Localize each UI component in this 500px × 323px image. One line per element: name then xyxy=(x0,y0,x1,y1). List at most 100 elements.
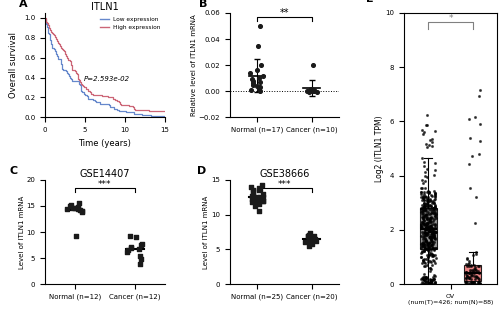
Point xyxy=(259,199,267,204)
Point xyxy=(420,201,428,206)
Point xyxy=(428,241,436,246)
Point xyxy=(432,245,440,250)
Point xyxy=(420,278,428,283)
Point xyxy=(426,216,434,221)
Point xyxy=(428,239,436,245)
Point xyxy=(424,282,432,287)
Point xyxy=(428,242,436,247)
Point xyxy=(420,225,428,231)
Point xyxy=(430,240,438,245)
Point xyxy=(306,87,314,92)
Point xyxy=(422,212,430,217)
Point xyxy=(423,252,431,257)
Text: **: ** xyxy=(280,7,289,17)
Point xyxy=(425,241,433,246)
Point xyxy=(419,195,427,201)
Point xyxy=(422,231,430,236)
Point xyxy=(429,222,437,227)
Point xyxy=(422,174,430,179)
Point xyxy=(426,138,434,143)
Point xyxy=(72,205,80,210)
Y-axis label: Level of ITLN1 mRNA: Level of ITLN1 mRNA xyxy=(19,195,25,269)
Point xyxy=(252,204,260,209)
Point xyxy=(424,248,432,253)
Point xyxy=(424,229,432,234)
Point xyxy=(463,256,471,262)
Point xyxy=(426,228,434,233)
Point xyxy=(426,265,434,270)
Point xyxy=(422,123,430,128)
Point xyxy=(430,281,438,287)
Point xyxy=(430,229,438,234)
Point xyxy=(470,273,478,278)
Point xyxy=(426,281,434,286)
Point xyxy=(426,189,434,194)
Point xyxy=(424,199,432,204)
Point xyxy=(256,85,264,90)
Point xyxy=(428,143,436,148)
Text: ***: *** xyxy=(98,180,112,189)
Point xyxy=(423,144,431,149)
Point xyxy=(470,269,478,274)
Point xyxy=(430,232,438,237)
Point xyxy=(426,277,434,282)
Point xyxy=(424,255,432,260)
Point xyxy=(422,203,430,209)
Point xyxy=(418,198,426,203)
Point xyxy=(428,235,436,240)
Point xyxy=(418,224,426,229)
Point xyxy=(426,224,434,229)
Point xyxy=(418,205,426,210)
Point xyxy=(428,230,436,235)
Point xyxy=(424,224,432,229)
Point xyxy=(422,278,430,284)
Point xyxy=(428,203,436,208)
Point xyxy=(474,280,482,285)
Point xyxy=(421,193,429,198)
Point xyxy=(431,205,439,210)
Point xyxy=(467,276,475,282)
Point xyxy=(421,245,429,250)
Point xyxy=(420,256,428,262)
Point xyxy=(422,225,430,230)
Point xyxy=(469,252,477,257)
Point xyxy=(429,226,437,232)
Point xyxy=(69,205,77,211)
Point xyxy=(426,268,434,273)
Point xyxy=(253,83,261,89)
Point xyxy=(422,278,430,284)
Point xyxy=(419,215,427,220)
Point xyxy=(424,203,432,208)
Point xyxy=(427,214,435,219)
Point xyxy=(428,280,436,286)
Point xyxy=(423,226,431,231)
Point xyxy=(429,252,437,257)
Point xyxy=(422,239,430,244)
Point xyxy=(420,194,428,199)
Point xyxy=(418,241,426,246)
Point xyxy=(419,280,427,286)
Point xyxy=(137,256,145,262)
Point xyxy=(418,219,426,224)
Point xyxy=(310,89,318,94)
Point xyxy=(472,273,480,278)
Point xyxy=(423,233,431,238)
Point xyxy=(430,195,438,200)
Point xyxy=(417,189,425,194)
Point xyxy=(256,194,264,199)
Point xyxy=(430,214,438,219)
Point xyxy=(419,194,427,199)
Point xyxy=(464,262,471,267)
Point xyxy=(425,244,433,249)
Point xyxy=(423,198,431,203)
Point xyxy=(424,201,432,206)
Point xyxy=(426,216,434,222)
Point xyxy=(249,193,257,198)
Point xyxy=(423,221,431,226)
Point xyxy=(418,206,426,212)
Point xyxy=(476,281,484,286)
Point xyxy=(422,224,430,230)
Point xyxy=(432,212,440,217)
Point xyxy=(430,211,438,216)
Point xyxy=(304,233,312,238)
